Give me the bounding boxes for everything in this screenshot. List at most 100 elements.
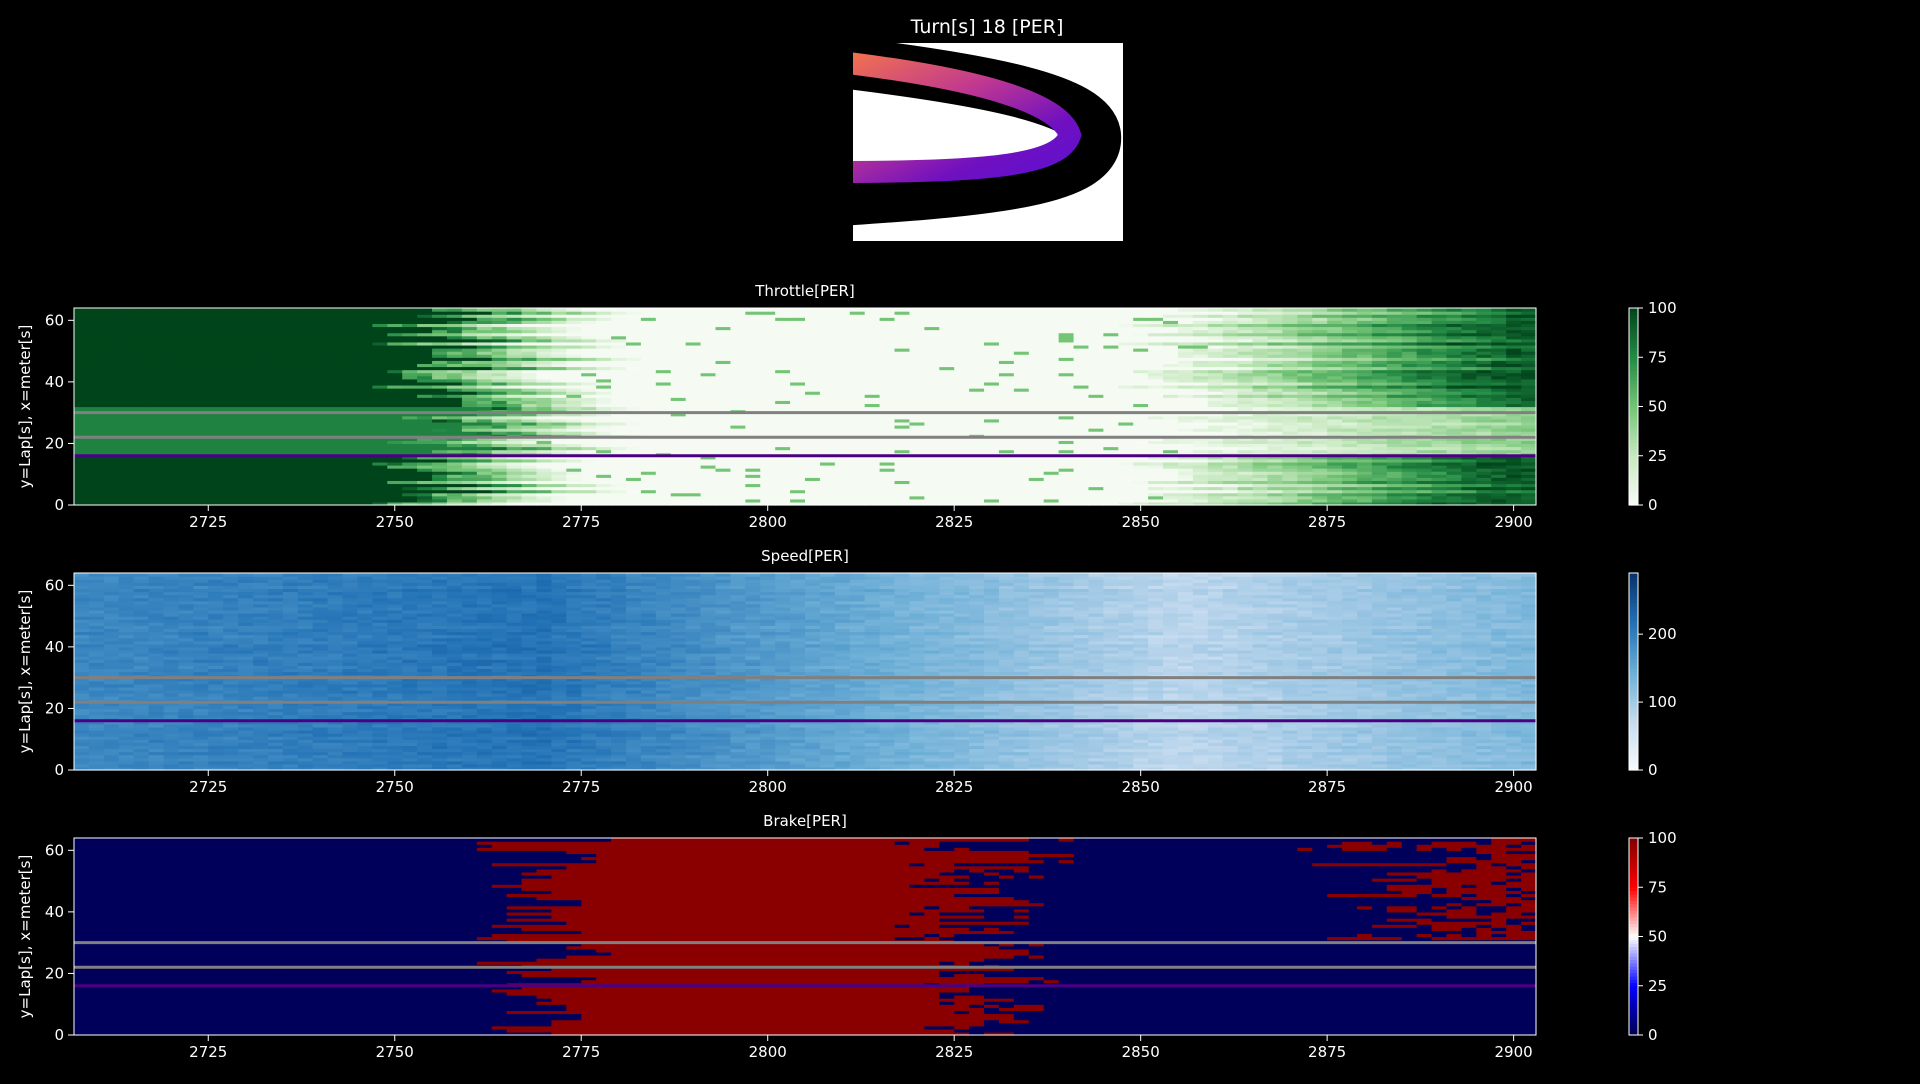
heat-cell (640, 375, 657, 380)
heat-cell (253, 501, 269, 506)
heat-cell (1192, 375, 1209, 380)
heat-cell (1133, 480, 1149, 485)
heat-cell (1446, 486, 1463, 491)
heat-cell (581, 421, 597, 426)
heat-cell (1192, 412, 1209, 417)
heat-cell (253, 424, 269, 429)
heat-cell (700, 403, 717, 408)
heat-cell (103, 461, 120, 466)
heat-cell (1148, 468, 1164, 472)
heat-cell (551, 394, 567, 398)
heat-cell (640, 412, 657, 417)
heat-cell (984, 480, 1000, 485)
heat-cell (715, 381, 732, 386)
heat-cell (1327, 443, 1343, 448)
heat-cell (1013, 375, 1030, 380)
heat-cell (1446, 415, 1463, 420)
heat-cell (312, 446, 329, 451)
heat-cell (88, 443, 105, 448)
heat-cell (1282, 489, 1298, 494)
heat-cell (1177, 428, 1194, 432)
heat-cell (939, 415, 955, 420)
heat-cell (1192, 480, 1209, 485)
heat-cell (1103, 498, 1119, 503)
heat-cell (969, 400, 985, 405)
heat-cell (1148, 480, 1164, 485)
heat-cell (730, 403, 746, 408)
heat-cell (1446, 471, 1463, 475)
heat-cell (640, 391, 657, 395)
heat-cell (521, 366, 538, 371)
heat-cell (402, 403, 418, 408)
heat-cell (849, 354, 866, 358)
heat-cell (640, 415, 657, 420)
heat-cell (1267, 360, 1283, 365)
heat-cell (1192, 406, 1209, 411)
heat-cell (253, 461, 269, 466)
heat-cell (849, 471, 866, 475)
heat-cell (1058, 363, 1075, 368)
heat-cell (402, 449, 418, 454)
heat-cell (1177, 437, 1194, 441)
heat-cell (1103, 483, 1119, 488)
heat-cell (1491, 403, 1507, 408)
heat-cell (685, 474, 702, 478)
heat-cell (954, 354, 970, 358)
heat-cell (700, 455, 717, 460)
heat-cell (1267, 458, 1283, 463)
heat-cell (1327, 424, 1343, 429)
heat-cell (939, 381, 955, 386)
heat-cell (1312, 480, 1328, 485)
heat-cell (74, 412, 90, 417)
heat-cell (402, 446, 418, 451)
heat-cell (1401, 384, 1418, 389)
heat-cell (1446, 449, 1463, 454)
heat-cell (461, 492, 478, 497)
heat-cell (1491, 357, 1507, 361)
heat-cell (208, 360, 224, 365)
heat-cell (1148, 449, 1164, 454)
heat-cell (655, 397, 672, 401)
heat-cell (1356, 384, 1373, 389)
heat-cell (133, 351, 150, 355)
heat-cell (1192, 471, 1209, 475)
heat-cell (282, 431, 299, 435)
heat-cell (88, 412, 105, 417)
heat-cell (446, 360, 463, 365)
heat-cell (969, 424, 985, 429)
heat-cell (655, 381, 672, 386)
heat-cell (1073, 440, 1090, 445)
heat-cell (700, 495, 717, 500)
heat-cell (596, 360, 612, 365)
heat-cell (1043, 461, 1060, 466)
heat-cell (805, 431, 821, 435)
heat-cell (536, 381, 552, 386)
heat-cell (1342, 394, 1358, 398)
heat-cell (1192, 366, 1209, 371)
heat-cell (819, 357, 836, 361)
heat-cell (1356, 464, 1373, 469)
heat-cell (849, 431, 866, 435)
heat-cell (461, 455, 478, 460)
heat-cell (357, 461, 373, 466)
heat-cell (670, 477, 687, 481)
heat-cell (879, 424, 896, 429)
heat-cell (1416, 363, 1433, 368)
heat-cell (1043, 501, 1060, 506)
heat-cell (1312, 384, 1328, 389)
heat-cell (1476, 492, 1492, 497)
heat-cell (327, 455, 344, 460)
heat-cell (1133, 378, 1149, 383)
heat-cell (1446, 394, 1463, 398)
heat-cell (1446, 369, 1463, 374)
heat-cell (446, 415, 463, 420)
heat-cell (894, 437, 911, 441)
heat-cell (521, 394, 538, 398)
heat-cell (208, 495, 224, 500)
heat-cell (715, 403, 732, 408)
heat-cell (1058, 495, 1075, 500)
heat-cell (417, 421, 433, 426)
heat-cell (700, 360, 717, 365)
heat-cell (327, 375, 344, 380)
heat-cell (864, 360, 881, 365)
